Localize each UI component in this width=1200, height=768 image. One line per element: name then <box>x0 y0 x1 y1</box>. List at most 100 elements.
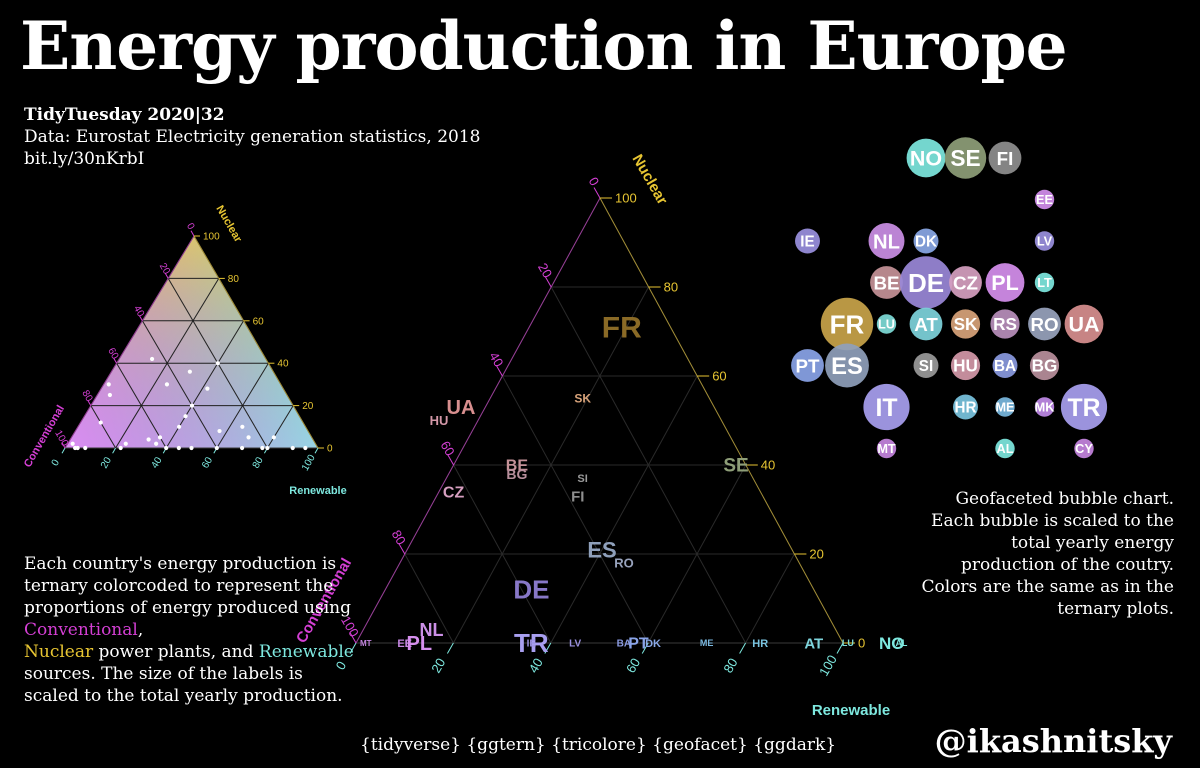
conventional-axis-line <box>64 235 195 449</box>
country-point <box>107 392 112 398</box>
conventional-axis-line <box>355 197 601 644</box>
page-title: Energy production in Europe <box>20 7 1068 85</box>
renewable-tick-label: 20 <box>99 455 114 471</box>
renewable-tick <box>641 642 649 654</box>
renewable-tick <box>739 642 747 654</box>
bubble-label: FI <box>997 148 1014 169</box>
bubble-be: BE <box>870 266 903 299</box>
country-label-dk: DK <box>645 638 661 650</box>
grid-line <box>745 553 795 644</box>
geofacet-bubble-chart: NO SE FI EE IE NL DK LV BE DE CZ PL LT FR LU AT SK RS RO UA… <box>791 137 1108 459</box>
bubble-circle <box>1074 438 1094 459</box>
renewable-tick-label: 20 <box>428 655 448 675</box>
country-point <box>240 424 245 429</box>
country-label-lu: LU <box>842 638 854 648</box>
conventional-tick <box>593 187 601 199</box>
grid-line <box>141 320 218 449</box>
bubble-circle <box>988 141 1022 175</box>
bubble-me: ME <box>995 397 1015 417</box>
bubble-si: SI <box>913 353 939 378</box>
bubble-label: BG <box>1032 356 1058 376</box>
nuclear-tick-label: 20 <box>302 401 314 412</box>
conventional-tick-label: 40 <box>131 304 146 320</box>
bubble-label: BE <box>873 272 899 293</box>
country-label-fr: FR <box>602 312 642 345</box>
country-label-no: NO <box>879 634 905 653</box>
bubble-circle <box>870 266 903 299</box>
country-point <box>189 445 194 451</box>
bubble-label: SK <box>954 314 978 334</box>
grid-line <box>90 405 117 449</box>
bubble-label: HR <box>955 399 977 416</box>
tidytuesday-tag: TidyTuesday 2020|32 <box>24 105 225 125</box>
bubble-circle <box>990 309 1020 339</box>
bubble-fr: FR <box>820 297 874 351</box>
bubble-label: ES <box>831 353 863 380</box>
country-point <box>217 428 222 434</box>
renewable-tick <box>349 642 357 654</box>
bubble-lu: LU <box>876 314 897 334</box>
nuclear-axis-line <box>599 197 844 644</box>
country-label-hr: HR <box>752 638 768 650</box>
conventional-tick-label: 80 <box>389 527 409 547</box>
ternary-label-chart: 000202020404040606060808080100100100Nucl… <box>293 152 908 720</box>
bubble-ba: BA <box>992 353 1018 378</box>
conventional-word: Conventional <box>24 620 138 640</box>
renewable-tick-label: 0 <box>50 457 63 468</box>
bubble-hr: HR <box>953 394 978 420</box>
author-handle[interactable]: @ikashnitsky <box>934 722 1172 760</box>
bubble-label: IE <box>800 233 814 250</box>
right-explanation: Geofaceted bubble chart. Each bubble is … <box>921 489 1174 619</box>
bubble-label: NL <box>873 231 900 253</box>
country-label-se: SE <box>723 456 748 477</box>
bubble-label: CY <box>1075 441 1093 456</box>
bubble-circle <box>868 223 905 259</box>
country-point <box>176 445 181 451</box>
bubble-fi: FI <box>988 141 1022 175</box>
packages-credit: {tidyverse} {ggtern} {tricolore} {geofac… <box>360 735 837 755</box>
renewable-tick-label: 80 <box>251 455 266 471</box>
country-label-fi: FI <box>571 488 584 505</box>
bubble-label: LV <box>1037 234 1053 249</box>
bubble-lt: LT <box>1034 272 1055 293</box>
country-label-nl: NL <box>420 620 444 640</box>
tile-line <box>90 405 117 449</box>
bubble-circle <box>1029 350 1060 381</box>
conventional-tick <box>447 454 455 466</box>
country-label-pl: PL <box>407 633 433 655</box>
bubble-se: SE <box>944 137 987 179</box>
bubble-rs: RS <box>990 309 1020 339</box>
bubble-circle <box>825 343 869 388</box>
country-label-at: AT <box>804 635 823 652</box>
nuclear-tick-label: 80 <box>228 274 240 285</box>
subtitle-block: TidyTuesday 2020|32 Data: Eurostat Elect… <box>24 104 480 170</box>
country-point <box>189 403 195 408</box>
bubble-cy: CY <box>1074 438 1094 459</box>
conventional-tick <box>164 272 169 279</box>
bubble-circle <box>1034 231 1055 251</box>
country-point <box>187 369 192 374</box>
bubble-circle <box>863 383 910 431</box>
bubble-dk: DK <box>913 228 939 254</box>
nuclear-axis-line <box>193 235 319 449</box>
bubble-label: TR <box>1067 395 1100 422</box>
bubble-label: IT <box>875 395 897 422</box>
country-point <box>149 356 155 362</box>
bubble-circle <box>944 137 987 179</box>
bubble-circle <box>1060 383 1108 431</box>
country-point <box>83 445 88 451</box>
source-link[interactable]: bit.ly/30nKrbI <box>24 149 145 169</box>
bubble-cz: CZ <box>949 266 982 299</box>
bubble-circle <box>913 228 939 254</box>
bubble-no: NO <box>906 138 946 178</box>
nuclear-tick-label: 100 <box>203 232 220 243</box>
bubble-label: PT <box>796 355 821 376</box>
grid-line <box>116 362 167 449</box>
bubble-label: ME <box>995 400 1014 415</box>
bubble-mt: MT <box>876 438 897 459</box>
bubble-circle <box>876 314 897 334</box>
bubble-circle <box>791 349 824 382</box>
conventional-tick <box>113 357 118 364</box>
country-point <box>246 435 251 440</box>
bubble-ro: RO <box>1028 307 1061 341</box>
